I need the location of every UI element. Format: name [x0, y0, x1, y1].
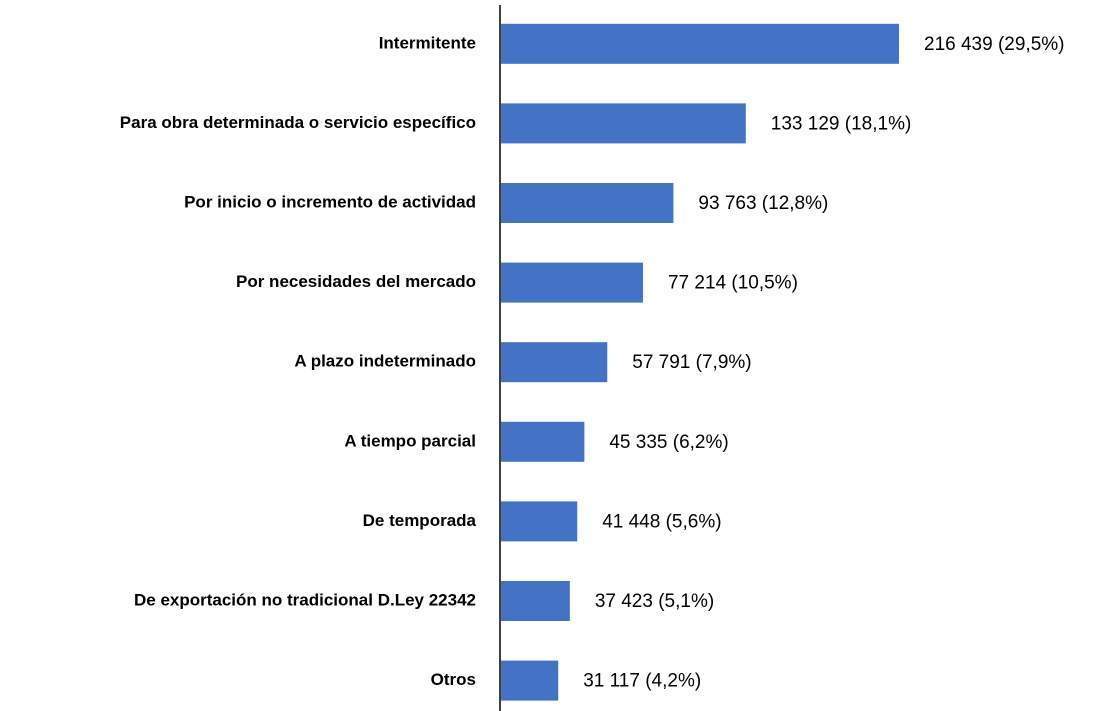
bar	[501, 581, 570, 621]
category-label: Por inicio o incremento de actividad	[184, 192, 476, 211]
category-label: Otros	[431, 670, 476, 689]
bar	[501, 103, 746, 144]
value-label: 216 439 (29,5%)	[924, 34, 1065, 55]
value-label: 77 214 (10,5%)	[668, 273, 798, 294]
category-label: Intermitente	[379, 33, 476, 52]
category-label: De exportación no tradicional D.Ley 2234…	[134, 590, 476, 609]
category-label: Para obra determinada o servicio específ…	[120, 113, 476, 132]
bar	[501, 421, 585, 462]
bar	[501, 660, 559, 701]
bar	[501, 262, 643, 303]
value-label: 133 129 (18,1%)	[771, 113, 912, 134]
value-label: 41 448 (5,6%)	[602, 511, 721, 532]
bar	[501, 501, 578, 542]
value-label: 57 791 (7,9%)	[632, 352, 751, 373]
value-label: 31 117 (4,2%)	[583, 671, 701, 692]
category-label: A tiempo parcial	[344, 431, 476, 450]
value-label: 45 335 (6,2%)	[609, 432, 728, 453]
category-label: De temporada	[363, 511, 477, 530]
bar	[501, 23, 899, 64]
bar	[501, 342, 608, 383]
bar	[501, 183, 674, 223]
category-label: A plazo indeterminado	[294, 352, 476, 371]
value-label: 37 423 (5,1%)	[595, 591, 714, 612]
category-label: Por necesidades del mercado	[236, 272, 476, 291]
value-label: 93 763 (12,8%)	[698, 193, 828, 214]
